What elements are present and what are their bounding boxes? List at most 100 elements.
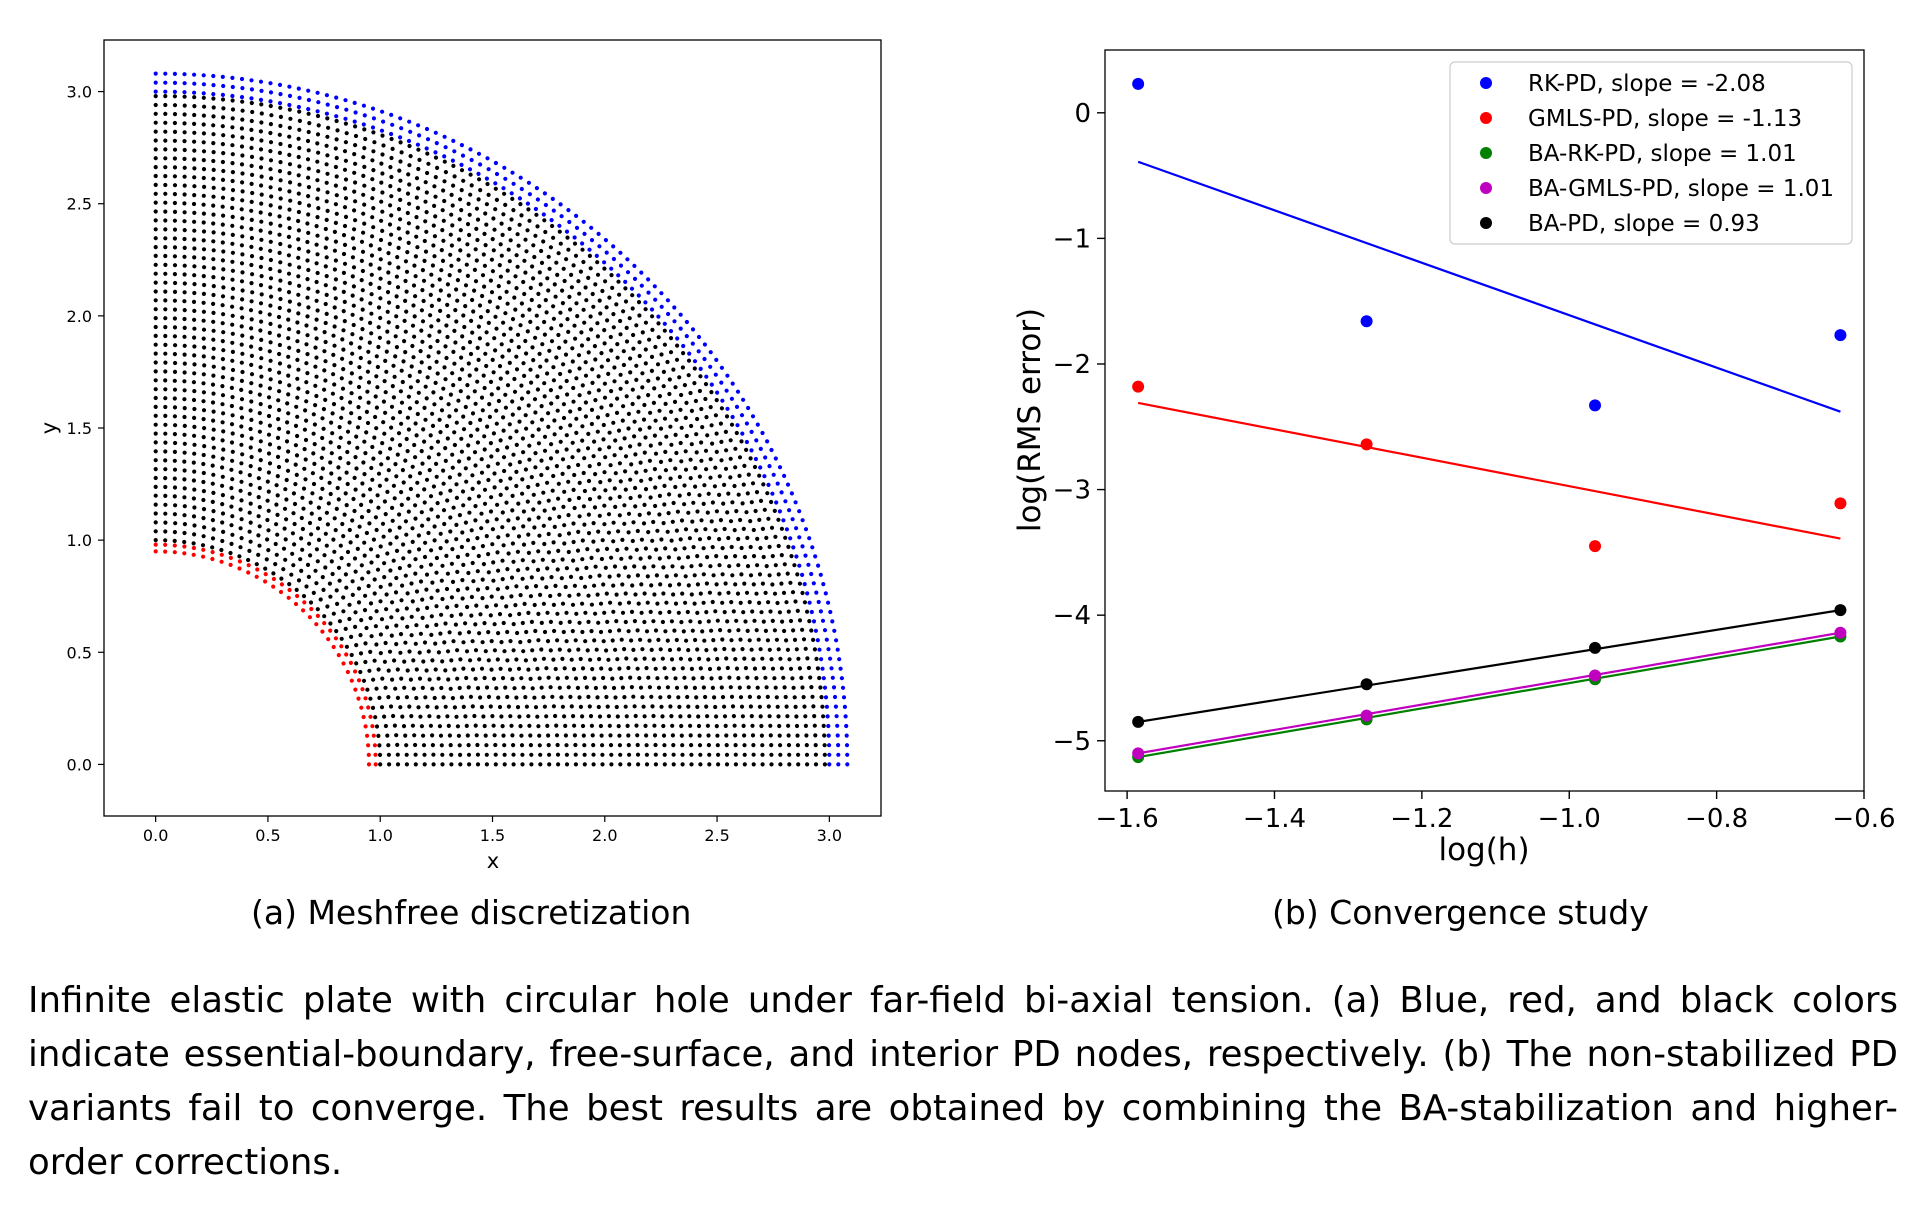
node-ring xyxy=(153,120,801,767)
data-point xyxy=(1589,641,1602,654)
node-ring xyxy=(153,80,841,767)
panel-a-x-tick-label: 3.0 xyxy=(817,826,842,845)
data-point xyxy=(1360,678,1373,691)
node-ring xyxy=(153,253,667,767)
subcaption-b: (b) Convergence study xyxy=(1272,893,1649,932)
legend-marker xyxy=(1480,182,1492,194)
panel-a-y-tick-label: 2.5 xyxy=(67,195,92,214)
data-point xyxy=(1834,329,1847,342)
legend-entry: BA-GMLS-PD, slope = 1.01 xyxy=(1528,176,1834,202)
node-ring xyxy=(153,475,445,767)
fit-line xyxy=(1137,160,1841,413)
node-ring xyxy=(153,200,721,767)
node-ring xyxy=(153,165,756,767)
legend-entry: BA-RK-PD, slope = 1.01 xyxy=(1528,141,1797,167)
node-ring xyxy=(153,422,498,767)
node-ring xyxy=(153,529,392,767)
panel-b-ticks: −1.6 −1.4 −1.2 −1.0 −0.8 −0.6 0 −1 −2 −3 −4 −5 xyxy=(1053,99,1896,834)
legend-marker xyxy=(1480,147,1492,159)
node-ring xyxy=(153,289,632,767)
panel-b-x-tick-label: −0.6 xyxy=(1832,804,1895,834)
data-point xyxy=(1360,709,1373,722)
legend-marker xyxy=(1480,217,1492,229)
node-ring xyxy=(153,298,623,767)
node-ring xyxy=(153,173,747,767)
panel-a-y-tick-label: 1.0 xyxy=(67,531,92,550)
node-ring xyxy=(153,138,783,767)
node-ring xyxy=(153,182,739,767)
data-point xyxy=(1589,540,1602,553)
node-ring xyxy=(153,236,685,767)
panel-a-x-tick-label: 1.0 xyxy=(367,826,392,845)
panel-b-convergence-plot: −1.6 −1.4 −1.2 −1.0 −0.8 −0.6 0 −1 −2 −3 −4 −5 RK-P… xyxy=(1012,49,1896,868)
data-point xyxy=(1132,747,1145,760)
node-ring xyxy=(153,191,730,767)
node-ring xyxy=(153,218,703,767)
data-point xyxy=(1360,438,1373,451)
node-ring xyxy=(153,71,850,767)
data-point xyxy=(1834,497,1847,510)
node-ring xyxy=(153,449,472,767)
panel-a-meshfree-plot: 0.0 0.0 0.5 0.5 1.0 1.0 1.5 1.5 2.0 2.0 2.5 2.5 3.0 3… xyxy=(37,39,882,873)
fit-line xyxy=(1137,401,1841,540)
panel-a-x-tick-label: 1.5 xyxy=(480,826,505,845)
panel-a-x-tick-label: 0.5 xyxy=(255,826,280,845)
node-ring xyxy=(153,129,792,767)
node-ring xyxy=(153,395,525,767)
panel-a-y-tick-label: 3.0 xyxy=(67,83,92,102)
panel-b-fit-lines xyxy=(1137,160,1841,759)
node-ring xyxy=(153,316,605,767)
panel-b-y-tick-label: 0 xyxy=(1074,99,1091,129)
node-ring xyxy=(153,542,378,767)
fit-line xyxy=(1137,635,1841,759)
node-ring xyxy=(153,333,587,767)
legend-box xyxy=(1449,61,1853,245)
panel-b-y-tick-label: −2 xyxy=(1053,350,1091,380)
node-ring xyxy=(153,342,579,767)
data-point xyxy=(1834,604,1847,617)
node-ring xyxy=(153,431,490,767)
node-ring xyxy=(153,440,481,767)
node-ring xyxy=(153,147,774,767)
legend-entry: RK-PD, slope = -2.08 xyxy=(1528,71,1766,97)
node-ring xyxy=(153,94,828,767)
node-ring xyxy=(153,111,810,767)
node-ring xyxy=(153,307,614,767)
node-ring xyxy=(153,89,832,767)
node-ring xyxy=(153,493,427,767)
node-ring xyxy=(153,271,650,767)
panel-b-x-tick-label: −1.6 xyxy=(1096,804,1159,834)
data-point xyxy=(1834,626,1847,639)
panel-b-x-axis-label: log(h) xyxy=(1438,832,1529,868)
panel-b-data-points xyxy=(1132,77,1847,764)
node-ring xyxy=(153,413,507,767)
panel-b-y-tick-label: −3 xyxy=(1053,476,1091,506)
panel-b-y-tick-label: −4 xyxy=(1053,601,1091,631)
node-ring xyxy=(153,209,712,767)
figure-caption: Infinite elastic plate with circular hol… xyxy=(28,980,1898,1183)
panel-b-legend: RK-PD, slope = -2.08 GMLS-PD, slope = -1.… xyxy=(1449,61,1853,245)
node-ring xyxy=(153,102,819,767)
node-ring xyxy=(153,387,534,767)
legend-marker xyxy=(1480,77,1492,89)
panel-a-y-tick-label: 0.5 xyxy=(67,643,92,662)
fit-line xyxy=(1137,631,1841,755)
node-ring xyxy=(153,520,401,767)
node-ring xyxy=(153,280,641,767)
panel-a-x-tick-label: 2.5 xyxy=(704,826,729,845)
node-ring xyxy=(153,378,543,767)
legend-marker xyxy=(1480,112,1492,124)
panel-a-ticks: 0.0 0.0 0.5 0.5 1.0 1.0 1.5 1.5 2.0 2.0 2.5 2.5 3.0 3… xyxy=(67,83,843,845)
node-ring xyxy=(153,156,765,767)
figure-canvas: 0.0 0.0 0.5 0.5 1.0 1.0 1.5 1.5 2.0 2.0 2.5 2.5 3.0 3… xyxy=(37,39,1896,873)
node-ring xyxy=(153,245,676,767)
node-ring xyxy=(153,484,436,767)
node-ring xyxy=(153,404,516,767)
data-point xyxy=(1589,399,1602,412)
legend-entry: GMLS-PD, slope = -1.13 xyxy=(1528,106,1802,132)
data-point xyxy=(1132,715,1145,728)
panel-a-y-tick-label: 1.5 xyxy=(67,419,92,438)
subcaption-a: (a) Meshfree discretization xyxy=(251,893,692,932)
node-ring xyxy=(153,549,372,767)
node-ring xyxy=(153,467,454,767)
